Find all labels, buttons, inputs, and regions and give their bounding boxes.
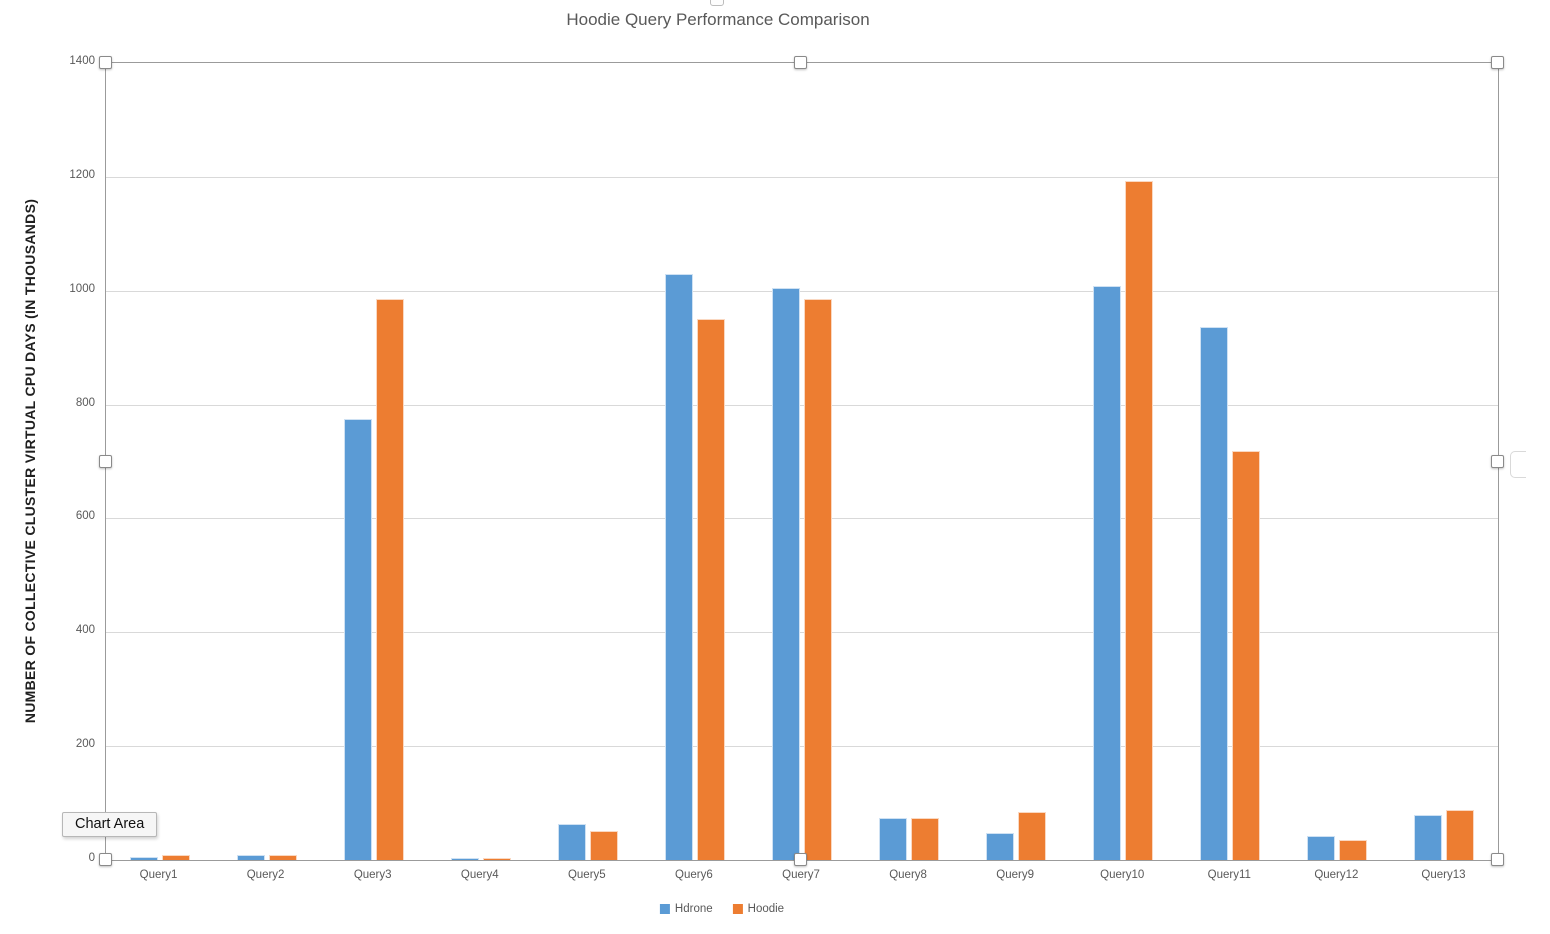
bar-hoodie-query2[interactable] <box>268 855 297 860</box>
category-slot-query1 <box>106 63 213 860</box>
bar-hdrone-query9[interactable] <box>986 832 1015 860</box>
category-slot-query12 <box>1284 63 1391 860</box>
gridline-400 <box>106 632 1498 634</box>
gridline-1000 <box>106 290 1498 292</box>
selection-handle-middle-left[interactable] <box>99 455 112 468</box>
chart-side-button-hint <box>1510 451 1526 478</box>
legend-swatch-hdrone <box>659 904 670 914</box>
bar-hdrone-query5[interactable] <box>557 824 586 860</box>
chart-title[interactable]: Hoodie Query Performance Comparison <box>566 10 870 29</box>
category-slot-query7 <box>748 63 855 860</box>
bar-hdrone-query2[interactable] <box>236 854 265 860</box>
legend-item-hoodie[interactable]: Hoodie <box>732 903 785 915</box>
bar-hdrone-query4[interactable] <box>450 857 479 860</box>
y-tick-label-200: 200 <box>75 738 95 751</box>
selection-handle-top-right[interactable] <box>1491 56 1504 69</box>
category-slot-query5 <box>534 63 641 860</box>
legend-label-hdrone: Hdrone <box>674 903 713 915</box>
x-tick-label-query8: Query8 <box>889 869 927 881</box>
category-slot-query6 <box>641 63 748 860</box>
selection-handle-top-center[interactable] <box>794 56 807 69</box>
bar-hoodie-query4[interactable] <box>482 857 511 860</box>
bar-hoodie-query6[interactable] <box>696 319 725 860</box>
y-tick-label-1000: 1000 <box>69 282 95 295</box>
x-tick-label-query4: Query4 <box>460 869 499 881</box>
bar-hoodie-query5[interactable] <box>589 830 618 860</box>
x-tick-label-query2: Query2 <box>246 869 285 881</box>
y-tick-label-600: 600 <box>75 510 95 523</box>
y-tick-label-800: 800 <box>75 396 95 409</box>
selection-handle-top-left[interactable] <box>99 56 112 69</box>
y-axis-title[interactable]: NUMBER OF COLLECTIVE CLUSTER VIRTUAL CPU… <box>22 198 38 723</box>
y-tick-label-1200: 1200 <box>69 168 95 181</box>
bar-hdrone-query12[interactable] <box>1307 836 1336 860</box>
selection-handle-middle-right[interactable] <box>1491 455 1504 468</box>
chart-area-top-handle-partial[interactable] <box>710 0 724 6</box>
x-tick-label-query3: Query3 <box>353 869 392 881</box>
bar-hoodie-query8[interactable] <box>911 817 940 860</box>
legend: Hdrone Hoodie <box>659 903 785 915</box>
category-slot-query11 <box>1177 63 1284 860</box>
bar-hoodie-query11[interactable] <box>1232 450 1261 860</box>
bar-hdrone-query1[interactable] <box>129 857 158 860</box>
bar-hdrone-query7[interactable] <box>771 287 800 860</box>
x-tick-label-query6: Query6 <box>675 869 713 881</box>
selection-handle-bottom-right[interactable] <box>1491 853 1504 866</box>
x-tick-label-query12: Query12 <box>1314 869 1359 881</box>
bar-hdrone-query6[interactable] <box>664 273 693 860</box>
category-slot-query3 <box>320 63 427 860</box>
x-tick-label-query9: Query9 <box>996 869 1034 881</box>
selection-handle-bottom-left[interactable] <box>99 853 112 866</box>
gridline-800 <box>106 404 1498 406</box>
category-slot-query13 <box>1391 63 1498 860</box>
bar-hdrone-query11[interactable] <box>1200 327 1229 860</box>
legend-swatch-hoodie <box>732 904 743 914</box>
bar-hoodie-query1[interactable] <box>161 855 190 860</box>
bar-hdrone-query13[interactable] <box>1414 815 1443 860</box>
x-tick-label-query5: Query5 <box>567 869 606 881</box>
y-tick-label-400: 400 <box>75 624 95 637</box>
y-tick-label-0: 0 <box>88 852 95 864</box>
bar-hoodie-query9[interactable] <box>1018 811 1047 860</box>
bar-hoodie-query10[interactable] <box>1125 180 1154 860</box>
bar-hoodie-query13[interactable] <box>1446 809 1475 860</box>
category-slot-query9 <box>963 63 1070 860</box>
plot-area[interactable] <box>105 62 1499 861</box>
chart-area-tooltip: Chart Area <box>62 812 158 837</box>
x-tick-label-query1: Query1 <box>139 869 178 881</box>
category-slot-query4 <box>427 63 534 860</box>
x-tick-label-query10: Query10 <box>1100 869 1145 881</box>
bar-hoodie-query3[interactable] <box>375 299 404 860</box>
x-tick-label-query11: Query11 <box>1207 869 1251 881</box>
gridline-1200 <box>106 176 1498 178</box>
bar-hdrone-query10[interactable] <box>1093 286 1122 860</box>
legend-label-hoodie: Hoodie <box>747 903 785 915</box>
category-slot-query8 <box>856 63 963 860</box>
bar-hoodie-query7[interactable] <box>803 299 832 860</box>
category-slot-query2 <box>213 63 320 860</box>
bar-hdrone-query8[interactable] <box>879 817 908 860</box>
gridline-200 <box>106 746 1498 748</box>
x-tick-label-query13: Query13 <box>1421 869 1466 881</box>
bar-hoodie-query12[interactable] <box>1339 840 1368 860</box>
gridline-600 <box>106 518 1498 520</box>
category-slot-query10 <box>1070 63 1177 860</box>
legend-item-hdrone[interactable]: Hdrone <box>659 903 713 915</box>
selection-handle-bottom-center[interactable] <box>794 853 807 866</box>
x-tick-label-query7: Query7 <box>782 869 820 881</box>
bar-hdrone-query3[interactable] <box>343 418 372 860</box>
y-tick-label-1400: 1400 <box>69 55 95 67</box>
